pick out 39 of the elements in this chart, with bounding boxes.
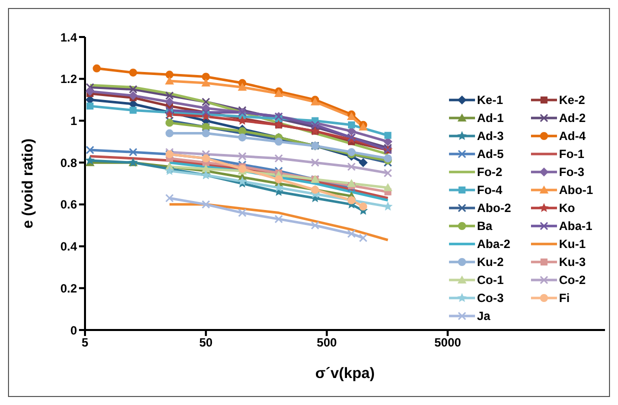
y-tick-label: 1.2	[60, 72, 78, 86]
legend-label: Aba-2	[477, 236, 510, 250]
legend-label: Fo-3	[559, 164, 584, 178]
legend-label: Ku-3	[559, 254, 586, 268]
x-tick-label: 5000	[434, 336, 462, 350]
legend-label: Ad-5	[477, 146, 504, 160]
legend-label: Ke-2	[559, 92, 586, 106]
legend-label: Ko	[559, 200, 575, 214]
legend-label: Co-3	[477, 290, 504, 304]
y-tick-label: 0	[70, 323, 78, 338]
x-tick-label: 5	[82, 336, 89, 350]
legend-label: Abo-2	[477, 200, 511, 214]
x-axis-title: σ´v(kpa)	[315, 365, 375, 382]
y-axis-title: e (void ratio)	[19, 138, 36, 229]
y-tick-label: 0.2	[60, 281, 78, 296]
legend-label: Ad-3	[477, 128, 504, 142]
legend-label: Ja	[477, 308, 490, 322]
legend-label: Co-1	[477, 272, 504, 286]
x-tick-label: 500	[316, 336, 338, 350]
y-tick-label: 0.4	[60, 240, 78, 254]
x-tick-label: 50	[199, 336, 213, 350]
legend-label: Fo-1	[559, 146, 584, 160]
y-tick-label: 1	[70, 114, 78, 128]
legend-label: Ku-1	[559, 236, 586, 250]
legend-label: Fo-4	[477, 182, 502, 196]
legend-label: Aba-1	[559, 218, 592, 232]
legend-label: Ad-4	[559, 128, 586, 142]
y-tick-label: 0.6	[60, 198, 78, 212]
legend-label: Ad-1	[477, 110, 504, 124]
legend-label: Fi	[559, 290, 570, 304]
legend-label: Fo-2	[477, 164, 502, 178]
y-tick-label: 0.8	[60, 156, 78, 170]
legend-label: Co-2	[559, 272, 586, 286]
legend-label: Abo-1	[559, 182, 593, 196]
legend-label: Ke-1	[477, 92, 504, 106]
legend-label: Ad-2	[559, 110, 586, 124]
y-tick-label: 1.4	[60, 30, 78, 44]
legend-label: Ba	[477, 218, 492, 232]
legend-label: Ku-2	[477, 254, 504, 268]
